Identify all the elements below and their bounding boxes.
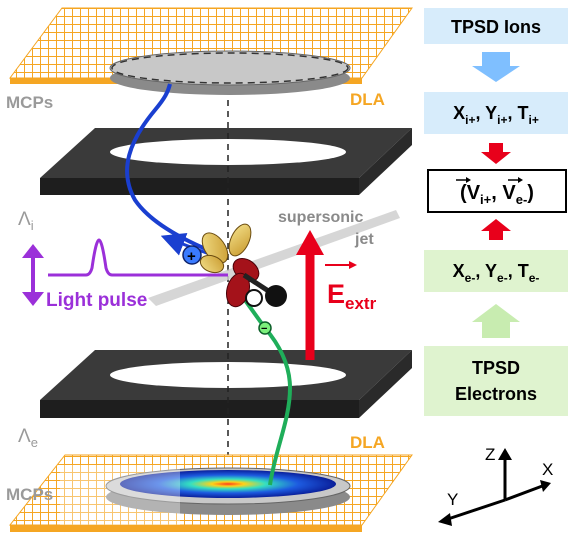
upper-plate-aperture	[110, 139, 346, 165]
y-axis	[444, 498, 506, 522]
bottom-detector	[8, 454, 413, 532]
extraction-field: Eextr	[296, 230, 377, 360]
ions-down-arrow	[472, 52, 520, 82]
top-mcp-disk-dashed	[111, 52, 349, 84]
ion-coords-box	[424, 92, 568, 134]
detector-image	[120, 470, 336, 498]
atom-carbon	[265, 285, 287, 307]
electrons-title-2: Electrons	[455, 384, 537, 404]
electron-coords: Xe-, Ye-, Te-	[453, 261, 540, 285]
x-axis-label: X	[542, 460, 553, 479]
ion-particle	[182, 245, 202, 265]
lower-extraction-plate	[40, 350, 412, 418]
lambda-i-label: Λi	[18, 209, 34, 233]
z-axis-label: Z	[485, 445, 495, 464]
electrons-title-1: TPSD	[472, 358, 520, 378]
light-pulse-waveform	[48, 238, 228, 277]
electron-particle	[258, 321, 272, 335]
coordinate-axes: Z X Y	[438, 445, 553, 526]
red-up-arrow	[481, 219, 511, 240]
mcps-top-label: MCPs	[6, 93, 53, 112]
electron-coords-box	[424, 250, 568, 292]
e-field-label: Eextr	[327, 279, 377, 313]
ion-sign: +	[187, 248, 196, 265]
light-pulse-label: Light pulse	[46, 290, 147, 311]
orbital-lobe-lower-left	[199, 254, 225, 274]
y-axis-label: Y	[447, 490, 458, 509]
mcp-transparent-overlay	[60, 465, 180, 525]
jet-label: jet	[354, 231, 374, 248]
electron-trajectory	[230, 280, 293, 486]
top-detector	[9, 7, 413, 95]
dla-top-label: DLA	[350, 90, 385, 109]
orbital-lobe-upper-right	[228, 223, 252, 257]
velocity-vectors: (Vi+, Ve-)	[460, 182, 534, 207]
ions-title-box	[424, 8, 568, 44]
electron-sign: −	[261, 323, 267, 335]
molecule-orbital	[199, 223, 287, 308]
dla-bottom-label: DLA	[350, 433, 385, 452]
supersonic-label: supersonic	[278, 209, 363, 226]
velocity-box	[427, 169, 567, 213]
x-axis	[504, 483, 546, 502]
supersonic-jet-beam	[148, 210, 400, 306]
ions-title: TPSD Ions	[451, 17, 541, 37]
upper-extraction-plate	[40, 128, 412, 195]
data-flow: TPSD Ions Xi+, Yi+, Ti+ (Vi+, Ve-) Xe-, …	[424, 8, 568, 416]
lambda-e-label: Λe	[18, 426, 38, 450]
ion-coords: Xi+, Yi+, Ti+	[453, 103, 539, 127]
electrons-up-arrow	[472, 304, 520, 338]
red-down-arrow	[481, 143, 511, 164]
electrons-title-box	[424, 346, 568, 416]
atom-white	[245, 289, 263, 307]
mcps-bottom-label: MCPs	[6, 485, 53, 504]
bottom-dla-edge	[10, 525, 362, 532]
top-mcp-disk	[109, 50, 351, 86]
light-pulse: Light pulse	[22, 238, 228, 311]
ion-trajectory	[125, 83, 209, 252]
